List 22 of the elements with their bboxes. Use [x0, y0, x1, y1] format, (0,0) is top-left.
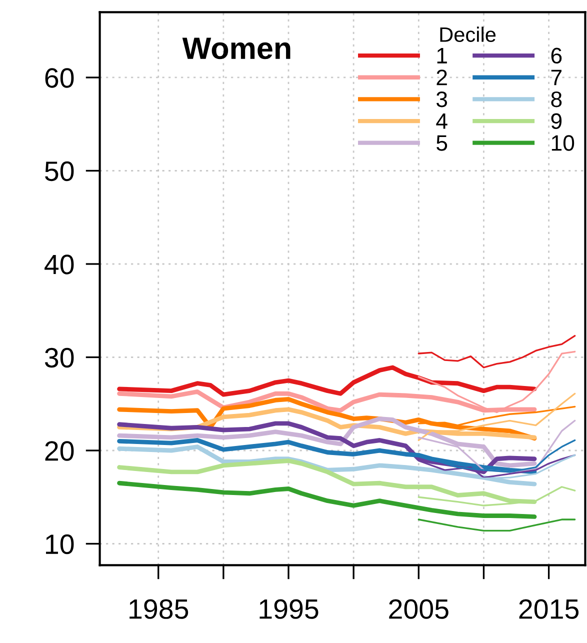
x-tick-label: 1995: [260, 599, 318, 619]
y-tick-label: 10: [46, 534, 74, 554]
x-tick-label: 2005: [389, 599, 448, 619]
legend-label: 5: [436, 135, 448, 151]
legend-label: 8: [551, 91, 562, 108]
y-tick-label: 60: [45, 68, 74, 88]
text: Women: [182, 38, 290, 60]
legend-label: 10: [552, 135, 574, 151]
legend-label: 2: [436, 70, 447, 86]
legend-label: 6: [551, 48, 562, 64]
legend-label: 9: [551, 113, 562, 130]
legend-label: 1: [437, 48, 447, 64]
legend-label: 4: [436, 114, 448, 129]
y-tick-label: 40: [44, 254, 74, 274]
y-tick-label: 30: [44, 348, 74, 368]
legend-label: 7: [551, 70, 562, 86]
legend-label: 3: [436, 91, 448, 108]
x-tick-label: 2015: [519, 599, 579, 619]
legend-title: Decile: [440, 26, 496, 42]
y-tick-label: 20: [45, 441, 74, 461]
x-tick-label: 1985: [130, 599, 188, 619]
y-tick-label: 50: [45, 161, 74, 182]
